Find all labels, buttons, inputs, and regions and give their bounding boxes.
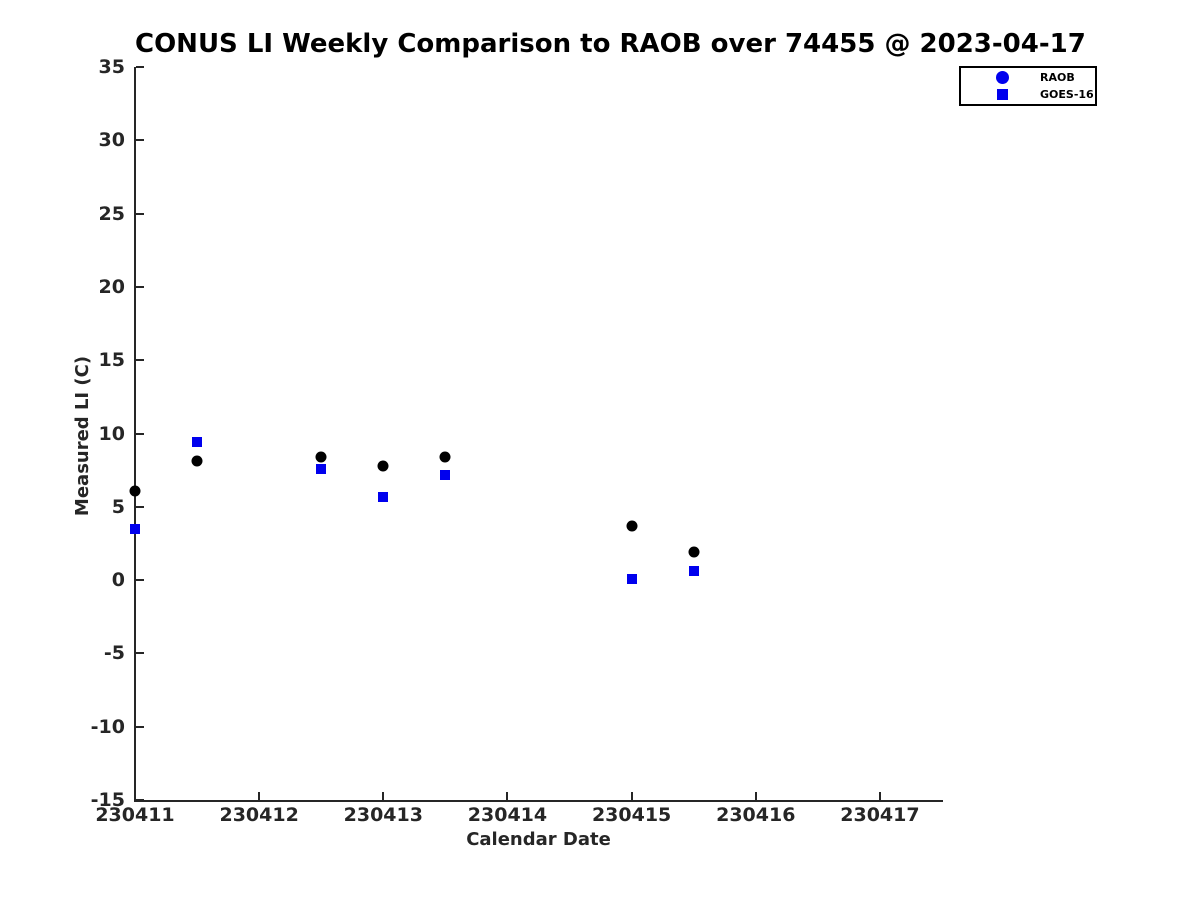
y-tick [136, 725, 144, 728]
legend-circle-marker-icon [995, 71, 1009, 84]
chart-title: CONUS LI Weekly Comparison to RAOB over … [135, 29, 1086, 59]
raob-data-point [129, 485, 141, 497]
x-tick [630, 792, 633, 800]
raob-data-point [688, 546, 700, 558]
x-tick [506, 792, 509, 800]
y-tick-label: 25 [98, 202, 125, 225]
x-tick [382, 792, 385, 800]
y-axis-line [134, 67, 136, 802]
x-tick-label: 230417 [840, 804, 920, 826]
goes16-data-point [688, 566, 699, 577]
legend-entry-goes16: GOES-16 [961, 87, 1095, 102]
x-tick [134, 792, 136, 800]
x-tick [754, 792, 757, 800]
goes16-data-point [130, 523, 140, 534]
y-tick [136, 139, 144, 142]
y-tick-label: 15 [98, 349, 125, 372]
raob-data-point [626, 520, 638, 532]
x-tick-label: 230413 [343, 804, 423, 826]
goes16-data-point [440, 469, 451, 480]
x-axis-line [134, 800, 943, 802]
y-tick-label: -10 [90, 715, 125, 738]
y-tick-label: -15 [90, 789, 125, 811]
legend-label: RAOB [1040, 71, 1075, 84]
y-tick [136, 652, 144, 655]
y-tick [136, 505, 144, 508]
legend-entry-raob: RAOB [961, 70, 1095, 85]
x-tick-label: 230412 [219, 804, 299, 826]
y-tick [136, 359, 144, 362]
raob-data-point [439, 451, 451, 463]
legend: RAOB GOES-16 [959, 66, 1097, 106]
goes16-data-point [378, 491, 389, 502]
legend-square-marker-icon [996, 89, 1008, 100]
y-tick-label: 0 [111, 569, 125, 592]
y-tick-label: 10 [98, 422, 125, 445]
x-tick-label: 230415 [591, 804, 672, 826]
raob-data-point [191, 455, 203, 467]
y-tick-label: 35 [98, 56, 125, 78]
y-tick [136, 799, 144, 801]
x-tick-label: 230416 [716, 804, 796, 826]
y-tick [136, 212, 144, 215]
goes16-data-point [626, 573, 637, 584]
raob-data-point [377, 460, 389, 472]
x-tick-label: 230414 [467, 804, 548, 826]
x-tick-label: 230411 [95, 804, 175, 826]
legend-label: GOES-16 [1040, 88, 1094, 101]
x-tick [878, 792, 881, 800]
goes16-data-point [316, 463, 327, 474]
y-tick-label: 5 [111, 495, 125, 518]
y-tick [136, 66, 144, 68]
y-tick [136, 285, 144, 288]
y-tick-label: 20 [98, 275, 125, 298]
y-tick-label: 30 [98, 129, 125, 152]
y-tick [136, 579, 144, 582]
y-axis-label: Measured LI (C) [72, 355, 93, 517]
goes16-data-point [192, 437, 203, 448]
y-tick-label: -5 [103, 642, 125, 665]
y-tick [136, 432, 144, 435]
raob-data-point [315, 451, 327, 463]
x-tick [258, 792, 261, 800]
x-axis-label: Calendar Date [466, 829, 611, 850]
